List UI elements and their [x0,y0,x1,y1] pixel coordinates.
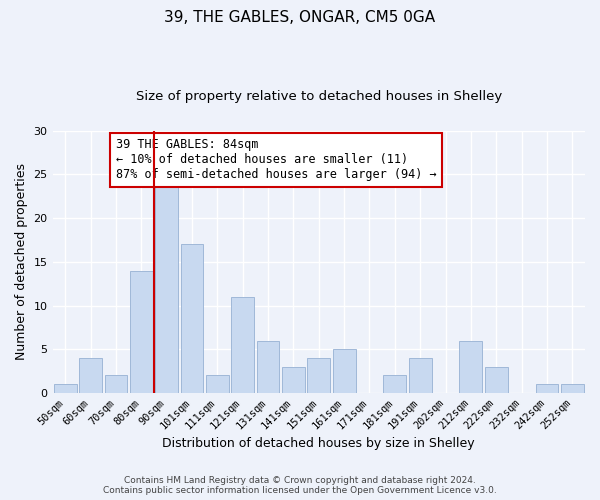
Bar [181,244,203,393]
Bar [155,183,178,393]
Bar [307,358,330,393]
Y-axis label: Number of detached properties: Number of detached properties [15,164,28,360]
Bar [333,350,356,393]
Title: Size of property relative to detached houses in Shelley: Size of property relative to detached ho… [136,90,502,103]
Bar [282,367,305,393]
Text: 39 THE GABLES: 84sqm
← 10% of detached houses are smaller (11)
87% of semi-detac: 39 THE GABLES: 84sqm ← 10% of detached h… [116,138,436,182]
Bar [130,270,152,393]
Bar [383,376,406,393]
Bar [54,384,77,393]
Text: 39, THE GABLES, ONGAR, CM5 0GA: 39, THE GABLES, ONGAR, CM5 0GA [164,10,436,25]
Bar [257,340,280,393]
Bar [79,358,102,393]
Text: Contains HM Land Registry data © Crown copyright and database right 2024.
Contai: Contains HM Land Registry data © Crown c… [103,476,497,495]
Bar [206,376,229,393]
X-axis label: Distribution of detached houses by size in Shelley: Distribution of detached houses by size … [163,437,475,450]
Bar [231,297,254,393]
Bar [460,340,482,393]
Bar [561,384,584,393]
Bar [104,376,127,393]
Bar [536,384,559,393]
Bar [485,367,508,393]
Bar [409,358,431,393]
